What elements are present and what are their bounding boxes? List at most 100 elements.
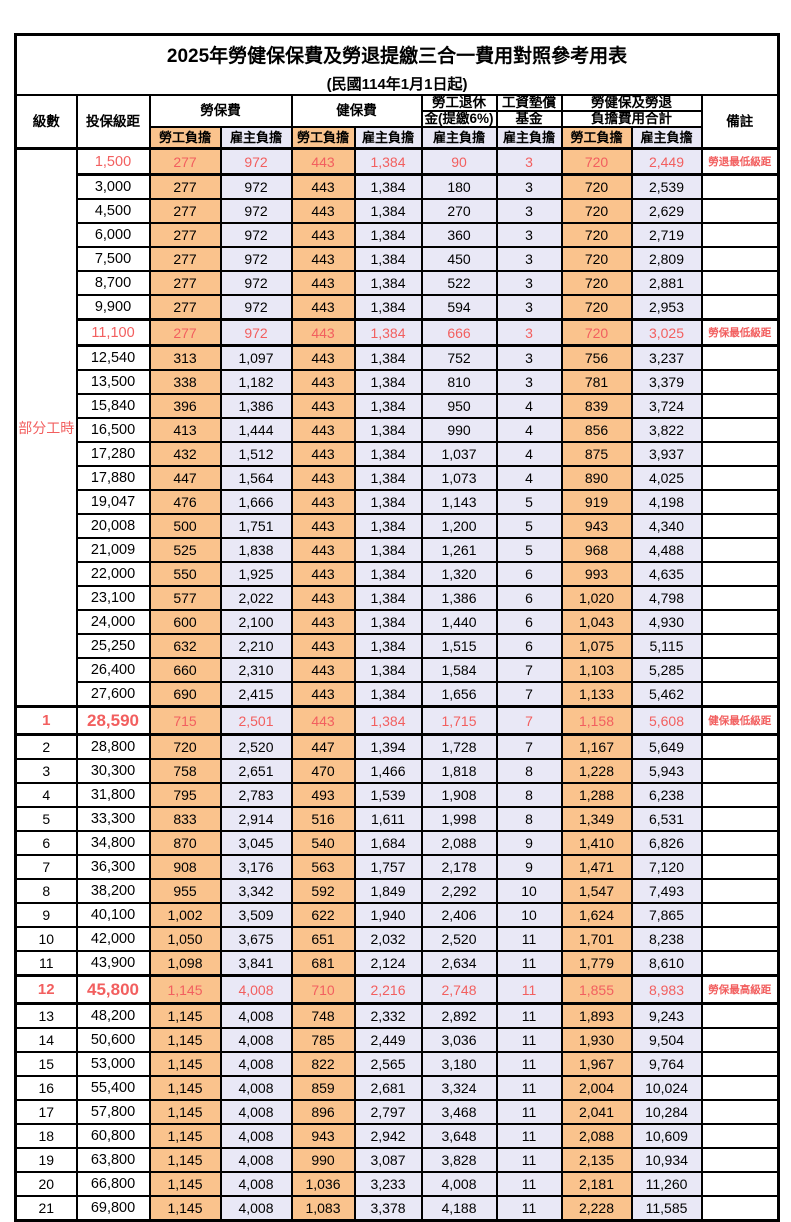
health-employer-cell: 1,384: [353, 585, 423, 612]
table-row: 3,000 277 972 443 1,384 180 3 720 2,539: [16, 173, 780, 201]
health-employee-cell: 443: [290, 537, 356, 564]
health-employee-cell: 896: [290, 1099, 356, 1126]
total-employer-cell: 4,488: [630, 537, 703, 564]
labor-employee-cell: 447: [148, 465, 222, 492]
fund-employer-cell: 11: [495, 1147, 563, 1174]
total-employer-cell: 3,379: [630, 369, 703, 396]
health-employer-cell: 1,384: [353, 681, 423, 708]
header-labor-insurance: 勞保費: [148, 93, 293, 129]
header-remark: 備註: [700, 94, 780, 150]
labor-employee-cell: 277: [148, 294, 222, 321]
labor-employer-cell: 1,512: [219, 441, 293, 468]
labor-employee-cell: 908: [148, 854, 222, 881]
labor-employer-cell: 3,841: [219, 950, 293, 977]
health-employee-cell: 748: [290, 1002, 356, 1030]
health-employee-cell: 443: [290, 198, 356, 225]
health-employee-cell: 443: [290, 318, 356, 348]
pension-employer-cell: 2,292: [420, 878, 498, 905]
labor-employer-cell: 2,022: [219, 585, 293, 612]
fund-employer-cell: 5: [495, 513, 563, 540]
total-employer-cell: 2,881: [630, 270, 703, 297]
header-health-employee: 勞工負擔: [290, 126, 356, 150]
header-health-insurance: 健保費: [290, 93, 423, 129]
total-employee-cell: 943: [560, 513, 633, 540]
labor-employer-cell: 2,310: [219, 657, 293, 684]
total-employer-cell: 2,953: [630, 294, 703, 321]
bracket-cell: 17,280: [75, 441, 151, 468]
bracket-cell: 30,300: [75, 758, 151, 785]
health-employee-cell: 447: [290, 733, 356, 761]
health-employee-cell: 443: [290, 465, 356, 492]
total-employer-cell: 9,764: [630, 1051, 703, 1078]
labor-employer-cell: 1,751: [219, 513, 293, 540]
total-employer-cell: 4,930: [630, 609, 703, 636]
pension-employer-cell: 1,908: [420, 782, 498, 809]
total-employer-cell: 2,449: [630, 147, 703, 177]
total-employee-cell: 993: [560, 561, 633, 588]
header-wage-fund-bottom: 基金: [495, 110, 563, 129]
pension-employer-cell: 4,008: [420, 1171, 498, 1198]
health-employee-cell: 943: [290, 1123, 356, 1150]
table-row: 6,000 277 972 443 1,384 360 3 720 2,719: [16, 222, 780, 249]
level-cell: 14: [14, 1027, 78, 1054]
health-employee-cell: 1,036: [290, 1171, 356, 1198]
table-body: 部分工時 1,500 277 972 443 1,384 90 3 720 2,449 勞退最低級距…: [14, 147, 780, 1222]
pension-employer-cell: 2,892: [420, 1002, 498, 1030]
health-employee-cell: 710: [290, 974, 356, 1006]
total-employer-cell: 2,719: [630, 222, 703, 249]
subtitle-row: (民國114年1月1日起): [14, 72, 780, 96]
bracket-cell: 60,800: [75, 1123, 151, 1150]
pension-employer-cell: 2,748: [420, 974, 498, 1006]
total-employee-cell: 875: [560, 441, 633, 468]
fund-employer-cell: 7: [495, 733, 563, 761]
labor-employer-cell: 4,008: [219, 1099, 293, 1126]
labor-employer-cell: 4,008: [219, 1171, 293, 1198]
health-employer-cell: 1,384: [353, 198, 423, 225]
total-employer-cell: 2,629: [630, 198, 703, 225]
total-employee-cell: 720: [560, 294, 633, 321]
labor-employer-cell: 4,008: [219, 1027, 293, 1054]
labor-employee-cell: 1,145: [148, 1123, 222, 1150]
fund-employer-cell: 3: [495, 270, 563, 297]
total-employer-cell: 3,237: [630, 344, 703, 372]
level-cell: 1: [14, 705, 78, 737]
health-employer-cell: 3,378: [353, 1195, 423, 1222]
pension-employer-cell: 1,998: [420, 806, 498, 833]
remark-cell: [700, 465, 780, 492]
health-employer-cell: 3,087: [353, 1147, 423, 1174]
table-row: 15,840 396 1,386 443 1,384 950 4 839 3,724: [16, 393, 780, 420]
total-employee-cell: 1,701: [560, 926, 633, 953]
remark-cell: [700, 246, 780, 273]
health-employer-cell: 1,757: [353, 854, 423, 881]
pension-employer-cell: 3,036: [420, 1027, 498, 1054]
table-row: 21,009 525 1,838 443 1,384 1,261 5 968 4,488: [16, 537, 780, 564]
labor-employee-cell: 1,145: [148, 1099, 222, 1126]
total-employer-cell: 6,531: [630, 806, 703, 833]
table-row: 17,280 432 1,512 443 1,384 1,037 4 875 3,937: [16, 441, 780, 468]
total-employer-cell: 4,798: [630, 585, 703, 612]
remark-cell: [700, 513, 780, 540]
fund-employer-cell: 8: [495, 782, 563, 809]
health-employer-cell: 1,684: [353, 830, 423, 857]
labor-employee-cell: 1,098: [148, 950, 222, 977]
health-employee-cell: 443: [290, 705, 356, 737]
health-employer-cell: 2,942: [353, 1123, 423, 1150]
remark-cell: [700, 878, 780, 905]
labor-employee-cell: 600: [148, 609, 222, 636]
fund-employer-cell: 9: [495, 854, 563, 881]
table-row: 12,540 313 1,097 443 1,384 752 3 756 3,237: [16, 344, 780, 372]
table-row: 19 63,800 1,145 4,008 990 3,087 3,828 11 2,135 10…: [14, 1147, 780, 1174]
labor-employer-cell: 3,509: [219, 902, 293, 929]
labor-employer-cell: 4,008: [219, 1051, 293, 1078]
health-employee-cell: 443: [290, 294, 356, 321]
pension-employer-cell: 1,818: [420, 758, 498, 785]
total-employee-cell: 1,930: [560, 1027, 633, 1054]
bracket-cell: 55,400: [75, 1075, 151, 1102]
fund-employer-cell: 6: [495, 633, 563, 660]
fund-employer-cell: 6: [495, 609, 563, 636]
remark-cell: [700, 1027, 780, 1054]
level-cell: 15: [14, 1051, 78, 1078]
labor-employer-cell: 972: [219, 318, 293, 348]
health-employee-cell: 443: [290, 393, 356, 420]
fund-employer-cell: 11: [495, 1075, 563, 1102]
